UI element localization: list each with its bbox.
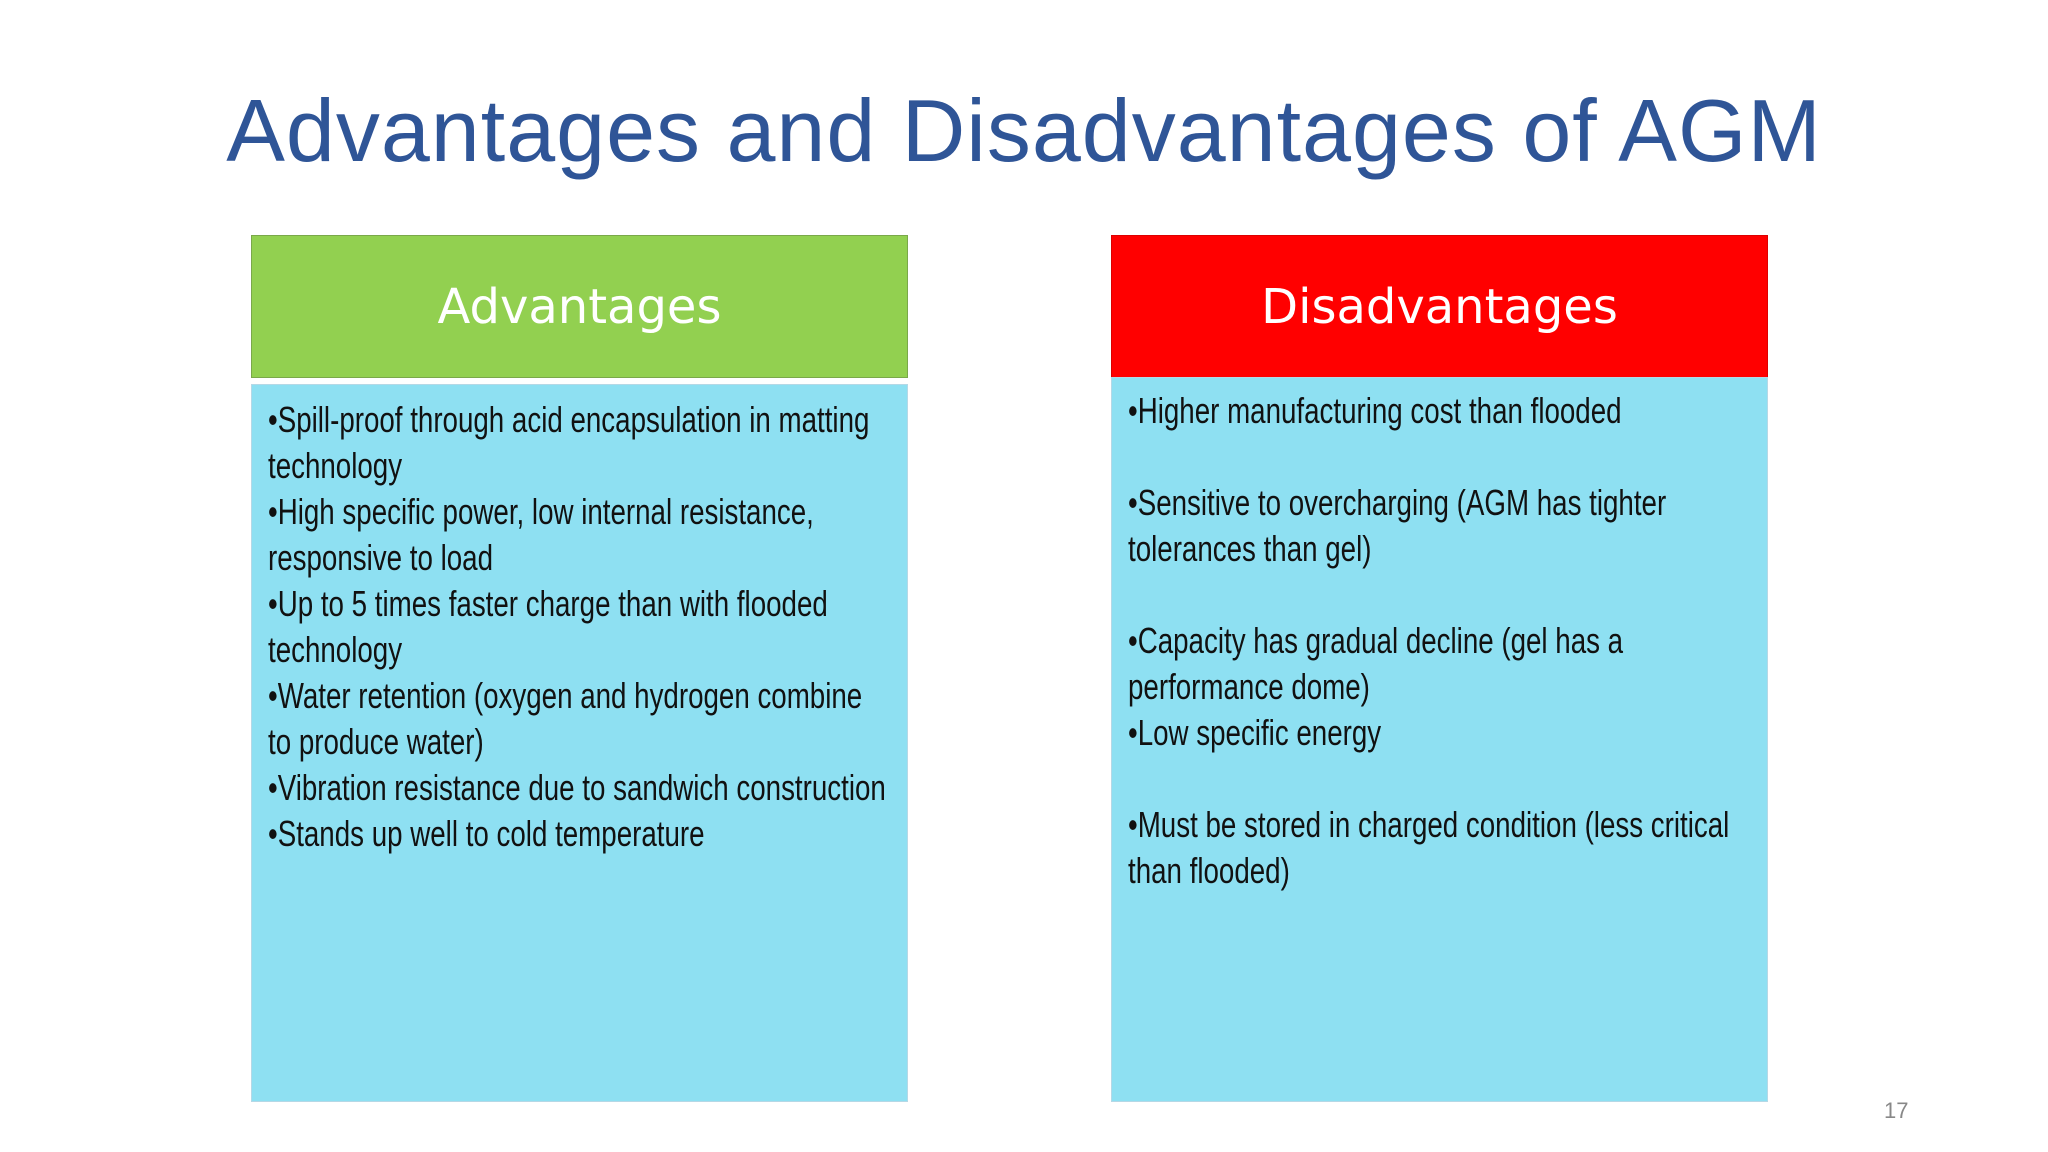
page-number: 17	[1884, 1098, 1909, 1123]
list-item: •Water retention (oxygen and hydrogen co…	[268, 675, 863, 762]
list-item: •Spill-proof through acid encapsulation …	[268, 399, 870, 486]
list-item: •Low specific energy	[1128, 712, 1382, 753]
list-item: •High specific power, low internal resis…	[268, 491, 814, 578]
advantages-heading: Advantages	[251, 235, 908, 378]
list-item: •Must be stored in charged condition (le…	[1128, 804, 1730, 891]
disadvantages-list: •Higher manufacturing cost than flooded …	[1111, 377, 1768, 1102]
slide-title: Advantages and Disadvantages of AGM	[226, 81, 1822, 180]
disadvantages-heading: Disadvantages	[1111, 235, 1768, 378]
list-item: •Up to 5 times faster charge than with f…	[268, 583, 828, 670]
list-item: •Capacity has gradual decline (gel has a…	[1128, 620, 1624, 707]
advantages-list: •Spill-proof through acid encapsulation …	[251, 384, 908, 1102]
list-item: •Vibration resistance due to sandwich co…	[268, 767, 886, 808]
list-item: •Sensitive to overcharging (AGM has tigh…	[1128, 482, 1667, 569]
list-item: •Higher manufacturing cost than flooded	[1128, 390, 1622, 431]
list-item: •Stands up well to cold temperature	[268, 813, 705, 854]
